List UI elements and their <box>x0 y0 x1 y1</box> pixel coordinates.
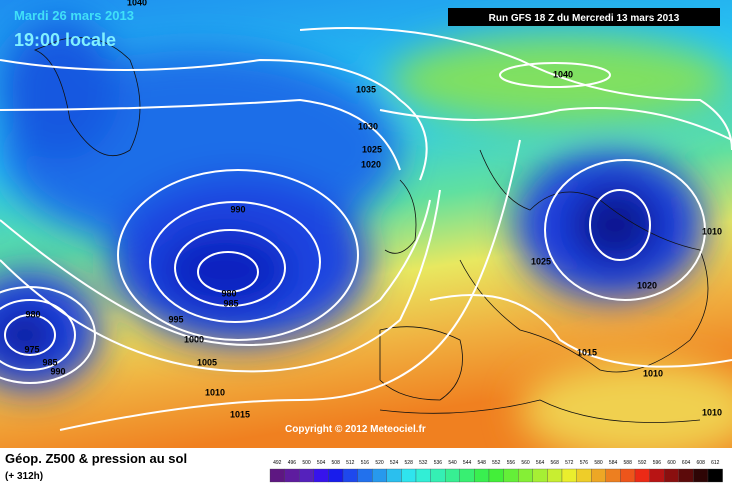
isobar-label: 985 <box>42 357 57 367</box>
legend-level: 524 <box>390 460 399 466</box>
legend-level: 604 <box>682 460 691 466</box>
legend-swatch <box>649 468 665 483</box>
legend-level: 592 <box>638 460 647 466</box>
legend-swatch <box>664 468 679 483</box>
date: Mardi 26 mars 2013 <box>14 8 134 23</box>
legend-swatch <box>474 468 490 483</box>
legend-level: 540 <box>448 460 457 466</box>
legend-swatch <box>459 468 475 483</box>
legend-level: 516 <box>361 460 370 466</box>
legend-level: 512 <box>346 460 355 466</box>
legend-level: 564 <box>536 460 545 466</box>
map-field <box>0 0 732 448</box>
footer-title: Géop. Z500 & pression au sol <box>5 451 187 466</box>
legend-level: 580 <box>594 460 603 466</box>
legend-level: 504 <box>317 460 326 466</box>
coastlines <box>33 37 709 423</box>
legend-swatch <box>532 468 548 483</box>
legend-level: 520 <box>375 460 384 466</box>
legend-level: 536 <box>434 460 443 466</box>
legend-swatch <box>401 468 417 483</box>
legend-swatch <box>415 468 431 483</box>
legend-level: 496 <box>288 460 297 466</box>
isobar-label: 980 <box>25 309 40 319</box>
legend-swatch <box>591 468 606 483</box>
legend-level: 556 <box>507 460 516 466</box>
legend-swatch <box>547 468 563 483</box>
isobar-label: 1000 <box>184 334 204 344</box>
isobar-label: 1020 <box>361 159 381 169</box>
isobar-label: 1015 <box>577 347 597 357</box>
color-legend: 492 496 500 504 508 512 516 520 524 528 532 536 540 5… <box>269 460 723 483</box>
legend-swatch <box>269 468 285 483</box>
isobar-label: 990 <box>230 204 245 214</box>
legend-swatch <box>605 468 621 483</box>
isobar-label: 1025 <box>362 144 382 154</box>
legend-level: 500 <box>302 460 311 466</box>
legend-level: 612 <box>711 460 720 466</box>
copyright: Copyright © 2012 Meteociel.fr <box>285 424 426 435</box>
legend-level: 600 <box>667 460 676 466</box>
legend-swatch <box>445 468 460 483</box>
legend-level: 576 <box>580 460 589 466</box>
legend-swatch <box>693 468 709 483</box>
isobar-label: 1025 <box>531 256 551 266</box>
isobar-label: 1010 <box>205 387 225 397</box>
isobar-label: 1035 <box>356 84 376 94</box>
isobar-label: 975 <box>24 344 39 354</box>
legend-swatch <box>678 468 694 483</box>
legend-swatch <box>518 468 533 483</box>
isobar-label: 1040 <box>553 69 573 79</box>
legend-swatch <box>561 468 577 483</box>
legend-level: 596 <box>653 460 662 466</box>
run-banner <box>448 8 720 26</box>
legend-level: 544 <box>463 460 472 466</box>
legend-swatch <box>620 468 636 483</box>
legend-level: 584 <box>609 460 618 466</box>
legend-level: 508 <box>332 460 341 466</box>
legend-swatch <box>372 468 387 483</box>
isobar-labels: 1040103510301025102099098098599510001005… <box>24 0 722 419</box>
legend-swatch <box>634 468 650 483</box>
legend-level: 552 <box>492 460 501 466</box>
legend-swatch <box>488 468 504 483</box>
legend-swatch <box>328 468 344 483</box>
isobar-label: 995 <box>168 314 183 324</box>
legend-swatch <box>313 468 329 483</box>
isobar-label: 1015 <box>230 409 250 419</box>
legend-swatch <box>299 468 314 483</box>
isobar-label: 980 <box>221 288 236 298</box>
isobar-label: 1010 <box>643 368 663 378</box>
isobar-label: 1030 <box>358 121 378 131</box>
legend-level: 560 <box>521 460 530 466</box>
legend-swatch <box>357 468 373 483</box>
legend-level: 548 <box>478 460 487 466</box>
legend-level: 588 <box>624 460 633 466</box>
isobar-label: 1005 <box>197 357 217 367</box>
legend-swatch <box>284 468 300 483</box>
legend-swatch <box>430 468 446 483</box>
legend-swatch <box>707 468 723 483</box>
legend-swatch <box>576 468 592 483</box>
lead-time: (+ 312h) <box>5 471 43 482</box>
isobar-label: 1010 <box>702 226 722 236</box>
legend-level: 568 <box>551 460 560 466</box>
isobar-label: 990 <box>50 366 65 376</box>
run-info: Run GFS 18 Z du Mercredi 13 mars 2013 <box>489 13 680 24</box>
isobar-label: 1010 <box>702 407 722 417</box>
legend-level: 572 <box>565 460 574 466</box>
isobar-label: 985 <box>223 298 238 308</box>
legend-swatch <box>386 468 402 483</box>
legend-swatch <box>342 468 358 483</box>
legend-level: 608 <box>697 460 706 466</box>
local-time: 19:00 locale <box>14 30 116 50</box>
legend-level: 492 <box>273 460 282 466</box>
isobar-label: 1020 <box>637 280 657 290</box>
isobar-label: 1040 <box>127 0 147 7</box>
legend-level: 532 <box>419 460 428 466</box>
isobars <box>0 27 732 431</box>
legend-level: 528 <box>405 460 414 466</box>
legend-swatch <box>503 468 519 483</box>
